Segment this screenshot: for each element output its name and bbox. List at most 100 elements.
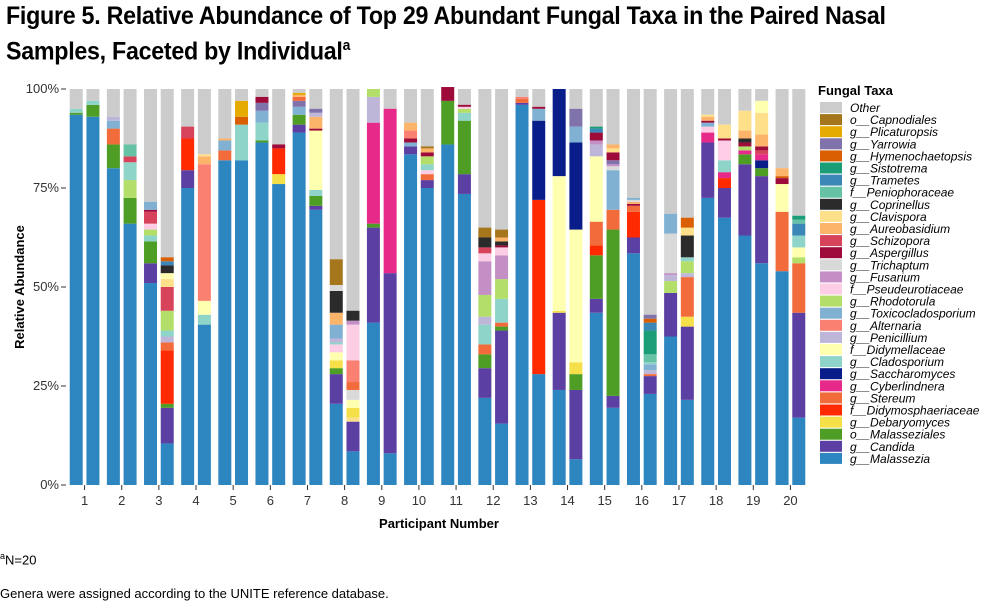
bar-segment	[626, 203, 640, 206]
bar-segment	[738, 146, 752, 151]
legend-item: g__Debaryomyces	[820, 416, 950, 430]
bar-segment	[626, 197, 640, 200]
legend-label: g__Alternaria	[850, 319, 922, 333]
bar-segment	[792, 223, 806, 236]
bar-segment	[309, 209, 323, 485]
bar-segment	[495, 255, 509, 280]
x-tick-label: 4	[192, 493, 199, 508]
bar-segment	[569, 459, 583, 485]
bar-segment	[329, 259, 343, 286]
legend-swatch	[820, 380, 842, 392]
bar-segment	[755, 263, 769, 485]
bar-segment	[160, 273, 174, 280]
sample-bar	[478, 89, 492, 485]
sample-bar	[552, 89, 566, 485]
legend-label: g__Coprinellus	[850, 198, 930, 212]
source-note: Genera were assigned according to the UN…	[0, 586, 389, 601]
bar-segment	[86, 104, 100, 117]
bar-segment-other	[346, 89, 360, 311]
legend: Fungal Taxa Othero__Capnodialesg__Plicat…	[818, 83, 980, 466]
bar-segment	[106, 116, 120, 121]
legend-label: Other	[850, 101, 881, 115]
bar-segment	[160, 407, 174, 444]
bar-segment	[329, 344, 343, 353]
bar-segment	[717, 178, 731, 188]
legend-swatch	[820, 331, 842, 343]
bar-segment-other	[755, 89, 769, 101]
bar-segment	[218, 140, 232, 151]
sample-bar	[69, 89, 83, 486]
bar-segment-other	[515, 89, 529, 97]
sample-bar	[181, 89, 195, 485]
bar-segment	[643, 330, 657, 355]
bar-segment	[775, 168, 789, 177]
legend-item: g__Stereum	[820, 391, 915, 405]
x-tick-label: 17	[672, 493, 686, 508]
legend-item: g__Plicaturopsis	[820, 125, 938, 139]
legend-label: g__Stereum	[850, 391, 915, 405]
bar-segment-other	[738, 89, 752, 111]
bar-segment	[309, 128, 323, 131]
legend-label: g__Cyberlindnera	[850, 379, 945, 393]
bar-segment	[160, 279, 174, 287]
bar-segment	[346, 382, 360, 390]
bar-segment	[309, 130, 323, 190]
bar-segment	[664, 275, 678, 282]
bar-segment	[792, 263, 806, 313]
legend-item: o__Capnodiales	[820, 113, 937, 127]
legend-swatch	[820, 138, 842, 150]
footnote: aN=20	[0, 551, 36, 567]
bar-segment	[717, 217, 731, 485]
bar-segment	[420, 188, 434, 485]
legend-label: g__Hymenochaetopsis	[850, 149, 972, 163]
sample-bar	[626, 89, 640, 485]
bar-segment	[552, 89, 566, 177]
legend-swatch	[820, 307, 842, 319]
bar-segment	[569, 362, 583, 375]
bar-segment-other	[309, 89, 323, 109]
bar-segment	[532, 374, 546, 485]
bar-segment	[792, 312, 806, 418]
sample-bar	[86, 89, 100, 485]
bar-segment	[680, 316, 694, 327]
bar-segment	[664, 281, 678, 293]
bar-segment	[775, 184, 789, 212]
bar-segment	[569, 126, 583, 143]
bar-segment	[589, 144, 603, 157]
bar-segment	[292, 114, 306, 125]
bar-segment	[457, 193, 471, 485]
bar-segment	[626, 201, 640, 204]
bar-segment	[755, 100, 769, 113]
bar-segment	[309, 112, 323, 117]
bar-segment	[495, 229, 509, 238]
sample-bar	[160, 89, 174, 485]
y-tick-label: 50%	[33, 279, 59, 294]
bar-segment	[495, 279, 509, 299]
legend-label: g__Trichaptum	[850, 258, 929, 272]
bar-segment	[478, 316, 492, 325]
bar-segment	[755, 168, 769, 177]
bar-segment	[383, 108, 397, 274]
bar-segment	[420, 180, 434, 188]
bar-segment	[552, 389, 566, 485]
sample-bar	[643, 89, 657, 485]
x-tick-label: 6	[267, 493, 274, 508]
legend-item: g__Rhodotorula	[820, 295, 936, 309]
bar-segment	[329, 285, 343, 291]
legend-item: g__Aureobasidium	[820, 222, 950, 236]
bar-segment	[346, 417, 360, 422]
x-tick-label: 19	[746, 493, 760, 508]
bar-segment	[235, 116, 249, 125]
legend-swatch	[820, 368, 842, 380]
bar-segment	[197, 164, 211, 301]
bar-segment	[86, 100, 100, 105]
bar-segment	[181, 126, 195, 139]
legend-item: g__Clavispora	[820, 210, 927, 224]
bar-segment-other	[69, 89, 83, 109]
bar-segment	[160, 330, 174, 337]
sample-bar	[701, 89, 715, 485]
legend-swatch	[820, 319, 842, 331]
bar-segment	[329, 342, 343, 345]
x-tick-label: 10	[412, 493, 426, 508]
bar-segment	[717, 172, 731, 179]
